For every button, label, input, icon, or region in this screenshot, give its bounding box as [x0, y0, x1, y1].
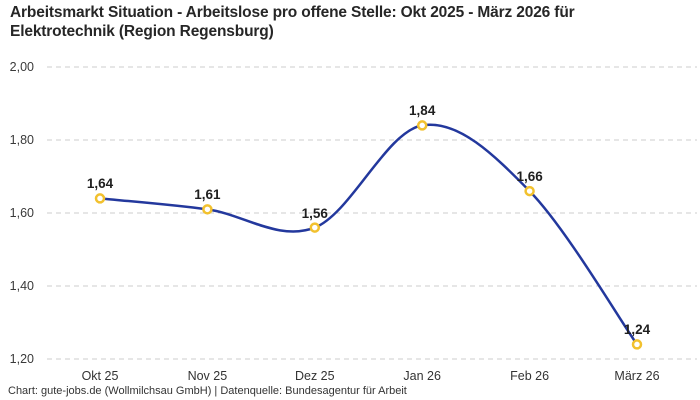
chart-title: Arbeitsmarkt Situation - Arbeitslose pro…: [10, 4, 575, 40]
data-point-label: 1,61: [194, 187, 221, 203]
y-axis-tick: 1,80: [9, 133, 34, 147]
y-axis-tick: 2,00: [9, 60, 34, 74]
data-point-label: 1,24: [623, 322, 651, 338]
data-point-label: 1,84: [409, 103, 436, 119]
x-axis-tick: Jan 26: [403, 369, 441, 383]
data-point-label: 1,56: [301, 205, 328, 221]
series-line: [98, 123, 639, 346]
y-axis-tick: 1,60: [9, 206, 34, 220]
chart-source-note: Chart: gute-jobs.de (Wollmilchsau GmbH) …: [8, 385, 407, 397]
y-axis-tick: 1,20: [9, 352, 34, 366]
data-point-label: 1,66: [516, 169, 543, 185]
x-axis-tick: Dez 25: [294, 369, 335, 383]
gridlines: [47, 66, 697, 360]
x-axis-tick: Okt 25: [81, 369, 119, 383]
x-axis-tick: Nov 25: [187, 369, 228, 383]
x-axis-tick: Feb 26: [510, 369, 550, 383]
data-point-label: 1,64: [86, 176, 114, 192]
data-point-markers: [94, 120, 643, 350]
y-axis-tick: 1,40: [9, 279, 34, 293]
x-axis-tick: März 26: [614, 369, 660, 383]
